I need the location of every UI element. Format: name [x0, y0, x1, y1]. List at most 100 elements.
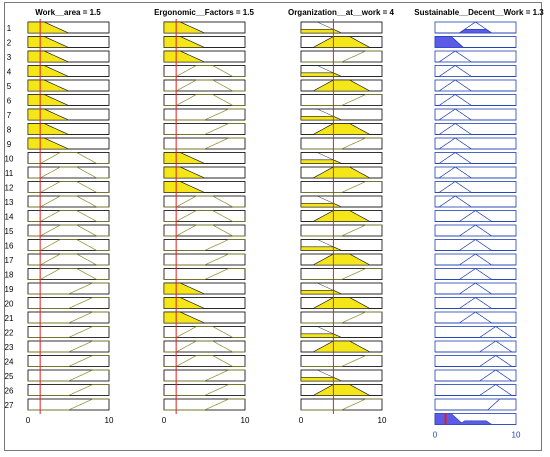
output-mf-plot: [434, 311, 517, 324]
output-mf-curve: [435, 340, 516, 353]
output-header-sustainable-decent-work: Sustainable__Decent__Work = 1.3: [414, 8, 544, 17]
output-mf-curve: [435, 152, 516, 164]
rule-number: 19: [5, 285, 14, 294]
input-mf-plot: [300, 398, 383, 411]
input-mf-curve: [301, 195, 382, 208]
input-mf-curve: [164, 311, 245, 324]
input-mf-curve: [164, 123, 245, 135]
output-mf-curve: [435, 181, 516, 193]
rule-row[interactable]: 5: [7, 79, 517, 92]
input-mf-curve: [164, 210, 245, 222]
rule-number: 7: [7, 111, 12, 120]
input-mf-curve: [28, 79, 109, 92]
input-mf-plot: [300, 137, 383, 150]
output-mf-curve: [435, 355, 516, 367]
input-mf-curve: [28, 50, 109, 63]
rule-row[interactable]: 12: [5, 181, 517, 193]
input-mf-curve: [164, 355, 245, 367]
rule-row[interactable]: 14: [5, 210, 517, 222]
rule-row[interactable]: 13: [5, 195, 517, 208]
rule-number: 1: [7, 24, 12, 33]
rule-row[interactable]: 19: [5, 282, 517, 295]
output-mf-plot: [434, 297, 517, 309]
rule-number: 6: [7, 97, 12, 106]
input-mf-curve: [164, 297, 245, 309]
rule-row[interactable]: 21: [5, 311, 517, 324]
rule-row[interactable]: 20: [5, 297, 517, 309]
output-mf-curve: [435, 65, 516, 77]
axis-tick-max: 10: [378, 416, 387, 425]
output-mf-plot: [434, 224, 517, 237]
output-mf-plot: [434, 210, 517, 222]
rule-row[interactable]: 26: [5, 384, 517, 396]
output-mf-curve: [435, 123, 516, 135]
input-mf-curve: [301, 36, 382, 48]
input-mf-curve: [301, 94, 382, 106]
rule-row[interactable]: 22: [5, 326, 517, 338]
rule-row[interactable]: 3: [7, 50, 517, 63]
output-mf-curve: [435, 268, 516, 280]
input-mf-curve: [164, 253, 245, 266]
rule-row[interactable]: 4: [7, 65, 517, 77]
input-mf-curve: [28, 210, 109, 222]
input-mf-curve: [301, 282, 382, 295]
input-mf-curve: [301, 340, 382, 353]
rule-number: 11: [5, 169, 14, 178]
input-mf-curve: [164, 268, 245, 280]
input-mf-curve: [301, 326, 382, 338]
input-mf-curve: [301, 311, 382, 324]
rule-row[interactable]: 10: [5, 152, 517, 164]
input-mf-curve: [28, 137, 109, 150]
input-mf-curve: [164, 152, 245, 164]
output-mf-curve: [435, 282, 516, 295]
axis-tick-min: 0: [299, 416, 304, 425]
rule-row[interactable]: 24: [5, 355, 517, 367]
output-mf-plot: [434, 268, 517, 280]
rule-row[interactable]: 8: [7, 123, 517, 135]
rule-row[interactable]: 9: [7, 137, 517, 150]
input-mf-curve: [28, 384, 109, 396]
input-mf-curve: [301, 65, 382, 77]
rule-row[interactable]: 25: [5, 369, 517, 382]
rule-number: 17: [5, 256, 14, 265]
rule-row[interactable]: 17: [5, 253, 517, 266]
output-mf-curve: [435, 94, 516, 106]
input-mf-curve: [164, 384, 245, 396]
input-mf-curve: [164, 340, 245, 353]
rule-number: 10: [5, 155, 14, 164]
input-mf-curve: [28, 108, 109, 121]
output-mf-plot: [434, 239, 517, 251]
output-mf-curve: [435, 326, 516, 338]
rule-number: 21: [5, 314, 14, 323]
input-mf-curve: [164, 137, 245, 150]
output-mf-curve: [435, 195, 516, 208]
input-mf-curve: [301, 268, 382, 280]
rule-row[interactable]: 7: [7, 108, 517, 121]
rule-row[interactable]: 16: [5, 239, 517, 251]
rule-number: 9: [7, 140, 12, 149]
rule-row[interactable]: 27: [5, 398, 517, 411]
input-mf-curve: [301, 384, 382, 396]
output-mf-plot: [434, 282, 517, 295]
input-header-ergonomic-factors: Ergonomic__Factors = 1.5: [154, 8, 254, 17]
rule-row[interactable]: 23: [5, 340, 517, 353]
input-mf-curve: [28, 195, 109, 208]
input-mf-curve: [301, 21, 382, 34]
input-mf-curve: [28, 311, 109, 324]
axis-tick-max: 10: [105, 416, 114, 425]
input-mf-curve: [28, 282, 109, 295]
input-mf-curve: [164, 369, 245, 382]
axis-tick-min: 0: [433, 431, 438, 440]
axis-tick-max: 10: [512, 431, 521, 440]
rule-number: 15: [5, 227, 14, 236]
rule-row[interactable]: 1: [7, 21, 517, 34]
rule-row[interactable]: 18: [5, 268, 517, 280]
rule-row[interactable]: 6: [7, 94, 517, 106]
rule-number: 24: [5, 358, 14, 367]
rule-row[interactable]: 2: [7, 36, 517, 48]
rule-row[interactable]: 11: [5, 166, 517, 179]
input-mf-curve: [301, 253, 382, 266]
input-mf-curve: [164, 326, 245, 338]
rule-row[interactable]: 15: [5, 224, 517, 237]
rule-number: 22: [5, 329, 14, 338]
